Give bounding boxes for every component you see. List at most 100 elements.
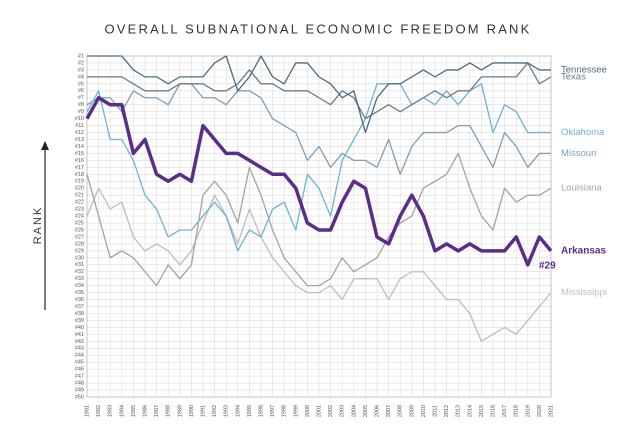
y-tick-label: #37 [75,304,84,310]
y-tick-label: #48 [75,381,84,387]
x-tick-label: 2015 [479,405,485,417]
x-tick-label: 1987 [154,405,160,417]
y-tick-label: #9 [78,109,84,115]
y-tick-label: #1 [78,53,84,59]
y-tick-label: #14 [75,144,84,150]
x-tick-label: 1994 [235,405,241,417]
x-tick-label: 2011 [432,405,438,417]
x-tick-label: 2004 [351,405,357,417]
x-tick-label: 2007 [386,405,392,417]
y-tick-label: #30 [75,255,84,261]
y-tick-label: #13 [75,137,84,143]
y-tick-label: #32 [75,269,84,275]
y-tick-label: #12 [75,130,84,136]
x-tick-label: 1988 [166,405,172,417]
y-tick-label: #2 [78,60,84,66]
series-line [86,83,551,252]
x-tick-label: 2003 [340,405,346,417]
x-tick-label: 2010 [421,405,427,417]
series-label: Texas [561,71,586,82]
x-tick-label: 1989 [177,405,183,417]
x-tick-label: 2014 [467,405,473,417]
y-tick-label: #33 [75,276,84,282]
x-tick-label: 1996 [258,405,264,417]
x-tick-label: 1993 [224,405,230,417]
y-tick-label: #41 [75,332,84,338]
series-line [86,152,552,287]
y-tick-label: #23 [75,207,84,213]
series-label: Tennessee [561,64,607,75]
x-tick-label: 1990 [189,405,195,417]
x-tick-label: 2017 [502,405,508,417]
series-label: Oklahoma [561,127,605,138]
series-line [87,55,551,134]
y-tick-label: #50 [75,394,84,400]
y-tick-label: #21 [75,193,84,199]
y-tick-label: #27 [75,234,84,240]
x-tick-label: 2008 [398,405,404,417]
x-tick-label: 1999 [293,405,299,417]
y-tick-label: #20 [75,186,84,192]
y-tick-label: #43 [75,346,84,352]
y-tick-label: #24 [75,214,84,220]
x-tick-label: 2012 [444,405,450,417]
y-tick-label: #6 [78,88,84,94]
chart-title: OVERALL SUBNATIONAL ECONOMIC FREEDOM RAN… [104,21,531,36]
y-tick-label: #8 [78,102,84,108]
x-tick-label: 2000 [305,405,311,417]
x-tick-label: 1981 [84,405,90,417]
x-tick-label: 1984 [119,405,125,417]
y-tick-label: #18 [75,172,84,178]
y-tick-label: #25 [75,220,84,226]
x-tick-label: 2001 [316,405,322,417]
x-tick-label: 1985 [131,405,137,417]
y-tick-label: #34 [75,283,84,289]
x-tick-label: 1983 [108,405,114,417]
annotation: #29 [539,260,556,271]
x-tick-label: 2006 [374,405,380,417]
x-tick-label: 1998 [282,405,288,417]
series-label: Louisiana [561,183,602,194]
y-tick-label: #45 [75,360,84,366]
x-tick-label: 1995 [247,405,253,417]
y-tick-label: #36 [75,297,84,303]
x-tick-label: 2016 [490,405,496,417]
x-tick-label: 2020 [537,405,543,417]
y-tick-label: #31 [75,262,84,268]
y-tick-label: #39 [75,318,84,324]
y-tick-label: #3 [78,67,84,73]
y-tick-label: #26 [75,227,84,233]
y-tick-label: #11 [75,123,84,129]
y-tick-label: #46 [75,367,84,373]
y-tick-label: #15 [75,151,84,157]
y-tick-label: #44 [75,353,84,359]
x-tick-label: 1997 [270,405,276,417]
y-tick-label: #16 [75,158,84,164]
series-line [86,187,552,342]
y-tick-label: #47 [75,374,84,380]
x-tick-label: 2005 [363,405,369,417]
plot-frame [86,55,552,398]
y-tick-label: #35 [75,290,84,296]
series-label: Missouri [561,148,596,159]
x-tick-label: 2019 [525,405,531,417]
series-line [87,62,552,120]
y-tick-label: #29 [75,248,84,254]
y-tick-label: #17 [75,165,84,171]
y-tick-label: #49 [75,387,84,393]
y-tick-label: #5 [78,81,84,87]
x-tick-label: 2013 [456,405,462,417]
y-tick-label: #42 [75,339,84,345]
x-tick-label: 1991 [200,405,206,417]
y-tick-label: #4 [78,74,84,80]
x-tick-label: 1982 [96,405,102,417]
y-tick-label: #38 [75,311,84,317]
x-tick-label: 1992 [212,405,218,417]
y-tick-label: #7 [78,95,84,101]
y-tick-label: #40 [75,325,84,331]
y-tick-label: #28 [75,241,84,247]
series-line [86,83,551,175]
rank-arrow-head [41,141,49,150]
y-axis-label: RANK [32,206,44,245]
